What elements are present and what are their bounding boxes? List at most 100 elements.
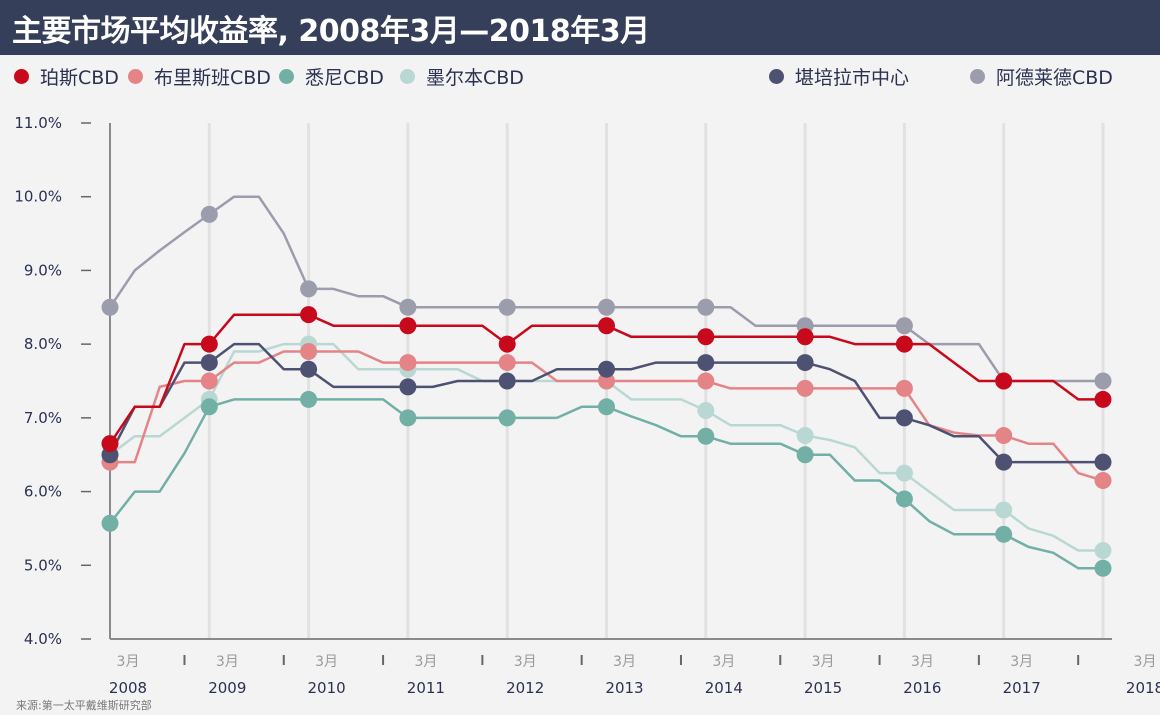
legend-label: 堪培拉市中心	[795, 66, 910, 89]
chart-title: 主要市场平均收益率, 2008年3月—2018年3月	[12, 14, 650, 49]
x-year-label: 2012	[506, 679, 544, 697]
x-year-label: 2010	[308, 679, 346, 697]
data-point-marker	[895, 409, 913, 427]
data-point-marker	[399, 409, 417, 427]
data-point-marker	[995, 453, 1013, 471]
data-point-marker	[101, 298, 119, 316]
data-point-marker	[399, 378, 417, 396]
data-point-marker	[697, 354, 715, 372]
data-point-marker	[498, 409, 516, 427]
title-bar: 主要市场平均收益率, 2008年3月—2018年3月	[0, 0, 1160, 55]
data-point-marker	[1094, 542, 1112, 560]
source-note: 来源:第一太平戴维斯研究部	[16, 699, 152, 712]
data-point-marker	[598, 372, 615, 390]
legend-label: 悉尼CBD	[305, 66, 384, 89]
legend: 珀斯CBD 布里斯班CBD 悉尼CBD 墨尔本CBD 堪培拉市中心 阿德莱德CB…	[0, 60, 1160, 92]
y-tick-label: 5.0%	[24, 556, 62, 574]
data-point-marker	[1094, 453, 1112, 471]
data-point-marker	[101, 435, 119, 453]
x-year-label: 2009	[208, 679, 246, 697]
data-point-marker	[697, 372, 715, 390]
data-point-marker	[498, 298, 516, 316]
data-point-marker	[895, 379, 913, 397]
data-point-marker	[598, 298, 615, 316]
data-point-marker	[995, 525, 1013, 543]
x-year-label: 2015	[804, 679, 842, 697]
x-month-label: 3月	[315, 654, 338, 670]
data-point-marker	[895, 490, 913, 508]
data-point-marker	[399, 317, 417, 335]
data-point-marker	[300, 343, 318, 361]
x-month-label: 3月	[117, 654, 140, 670]
x-month-label: 3月	[514, 654, 537, 670]
legend-label: 珀斯CBD	[40, 66, 119, 89]
data-point-marker	[300, 280, 318, 298]
data-point-marker	[498, 372, 516, 390]
x-month-label: 3月	[1134, 654, 1157, 670]
x-month-label: 3月	[216, 654, 239, 670]
legend-item-perth: 珀斯CBD	[14, 60, 119, 92]
data-point-marker	[1094, 372, 1112, 390]
y-tick-label: 9.0%	[24, 261, 62, 279]
x-month-label: 3月	[812, 654, 835, 670]
data-point-marker	[399, 298, 417, 316]
x-year-label: 2008	[109, 679, 147, 697]
data-point-marker	[697, 328, 715, 346]
data-point-marker	[697, 298, 715, 316]
x-month-label: 3月	[1010, 654, 1033, 670]
legend-item-canberra: 堪培拉市中心	[769, 60, 909, 92]
data-point-marker	[995, 427, 1013, 445]
x-month-label: 3月	[414, 654, 437, 670]
data-point-marker	[895, 335, 913, 353]
x-year-label: 2013	[605, 679, 643, 697]
data-point-marker	[1094, 390, 1112, 408]
legend-swatch	[400, 68, 415, 84]
legend-label: 墨尔本CBD	[426, 66, 524, 89]
x-year-label: 2011	[407, 679, 445, 697]
legend-swatch	[279, 68, 294, 84]
data-point-marker	[399, 354, 417, 372]
legend-item-adelaide: 阿德莱德CBD	[970, 60, 1113, 92]
data-point-marker	[697, 427, 715, 445]
y-tick-label: 7.0%	[24, 409, 62, 427]
x-year-label: 2014	[705, 679, 743, 697]
legend-swatch	[970, 68, 985, 84]
data-point-marker	[200, 372, 218, 390]
legend-swatch	[128, 68, 143, 84]
data-point-marker	[796, 379, 814, 397]
legend-swatch	[769, 68, 784, 84]
legend-item-brisbane: 布里斯班CBD	[128, 60, 271, 92]
y-tick-label: 4.0%	[24, 630, 62, 648]
data-point-marker	[796, 354, 814, 372]
data-point-marker	[1094, 472, 1112, 490]
data-point-marker	[300, 360, 318, 378]
data-point-marker	[598, 398, 615, 416]
legend-item-sydney: 悉尼CBD	[279, 60, 384, 92]
x-month-label: 3月	[613, 654, 636, 670]
data-point-marker	[498, 335, 516, 353]
data-point-marker	[200, 205, 218, 223]
data-point-marker	[498, 354, 516, 372]
y-tick-label: 6.0%	[24, 483, 62, 501]
x-year-label: 2018	[1126, 679, 1160, 697]
y-tick-label: 11.0%	[14, 114, 62, 132]
x-year-label: 2017	[1003, 679, 1041, 697]
data-point-marker	[796, 328, 814, 346]
y-tick-label: 8.0%	[24, 335, 62, 353]
data-point-marker	[796, 446, 814, 464]
y-tick-label: 10.0%	[14, 188, 62, 206]
data-point-marker	[697, 401, 715, 419]
x-month-label: 3月	[712, 654, 735, 670]
data-point-marker	[995, 372, 1013, 390]
data-point-marker	[200, 354, 218, 372]
data-point-marker	[1094, 559, 1112, 577]
data-point-marker	[200, 398, 218, 416]
data-point-marker	[598, 317, 615, 335]
x-month-label: 3月	[911, 654, 934, 670]
data-point-marker	[101, 514, 119, 532]
data-point-marker	[796, 427, 814, 445]
data-point-marker	[995, 501, 1013, 519]
data-point-marker	[895, 317, 913, 335]
legend-label: 布里斯班CBD	[154, 66, 271, 89]
